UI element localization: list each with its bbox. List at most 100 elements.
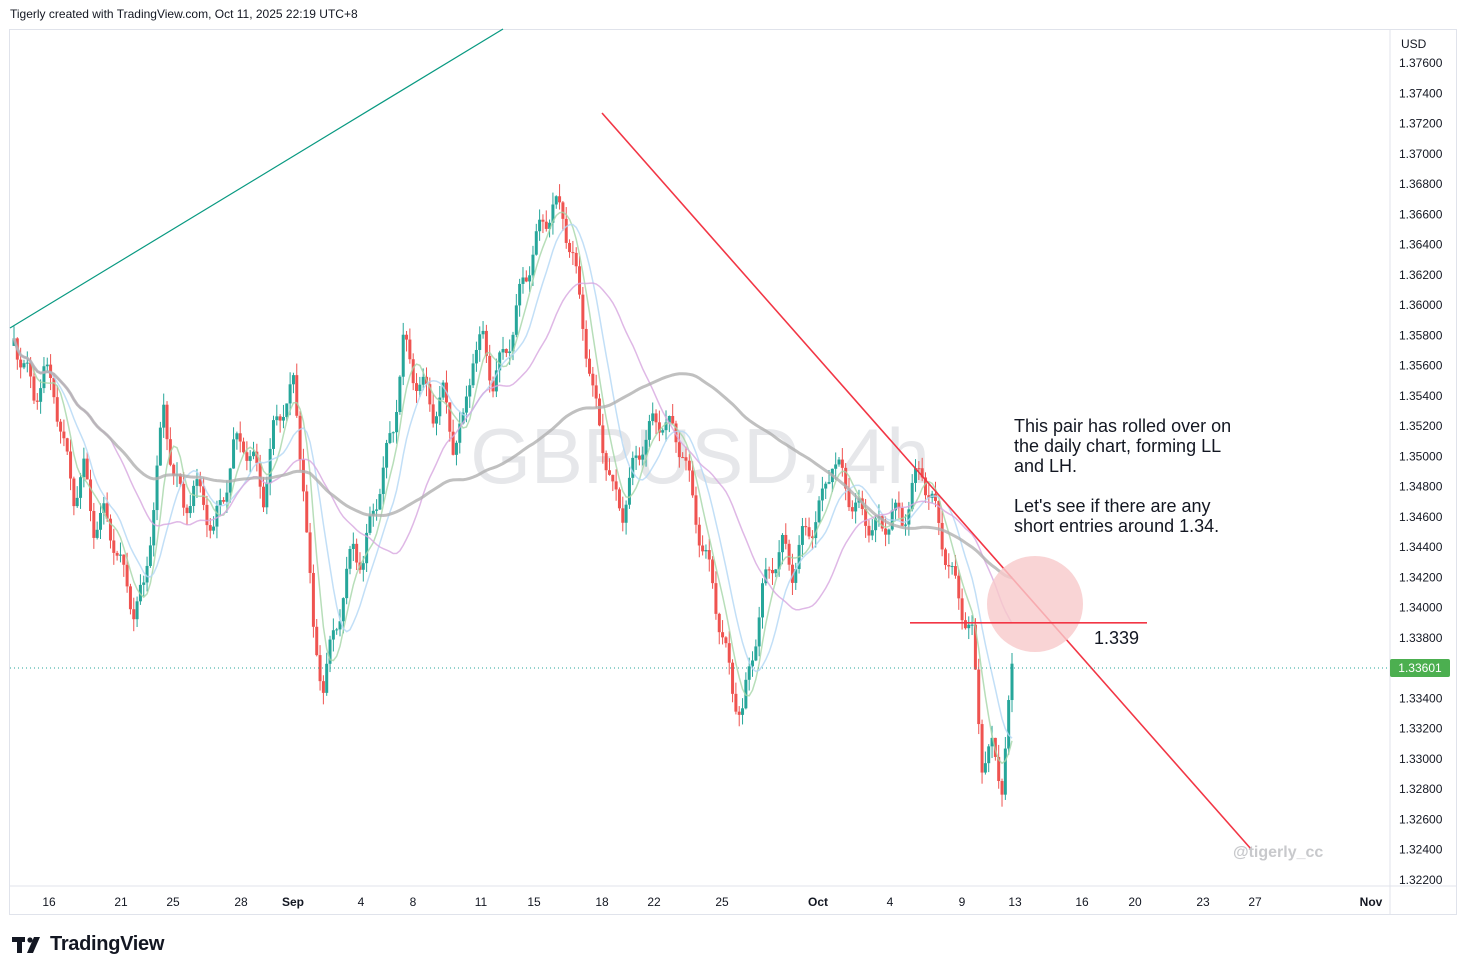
candle-body xyxy=(531,254,535,276)
time-tick-label: 9 xyxy=(959,895,966,909)
candle-body xyxy=(152,510,156,546)
candle-body xyxy=(761,583,764,618)
candle-body xyxy=(89,479,93,512)
time-tick-label: 8 xyxy=(410,895,417,909)
candle-body xyxy=(62,431,66,439)
candle-body xyxy=(910,482,914,510)
candle-body xyxy=(990,737,994,747)
candle-body xyxy=(764,569,768,584)
candle-body xyxy=(574,252,578,267)
candle-body xyxy=(694,495,698,525)
candle-body xyxy=(441,382,445,398)
time-tick-label: 18 xyxy=(595,895,609,909)
candle-body xyxy=(258,463,262,487)
candle-body xyxy=(461,412,465,424)
price-tick-label: 1.32400 xyxy=(1399,843,1443,857)
candle-body xyxy=(604,453,608,471)
ascending-trendline xyxy=(9,28,504,329)
candle-body xyxy=(381,467,385,495)
candle-body xyxy=(508,351,512,354)
candle-body xyxy=(940,522,944,550)
time-tick-label: 11 xyxy=(475,895,488,909)
time-tick-label: 25 xyxy=(166,895,180,909)
candle-body xyxy=(415,383,419,391)
price-tick-label: 1.34400 xyxy=(1399,540,1443,554)
candle-body xyxy=(268,448,272,484)
candle-body xyxy=(225,492,229,502)
candle-body xyxy=(172,464,176,476)
candle-body xyxy=(35,400,39,402)
candle-body xyxy=(321,681,325,693)
candle-body xyxy=(674,423,678,443)
candle-body xyxy=(721,632,725,638)
candle-body xyxy=(288,384,292,404)
candle-body xyxy=(222,500,226,502)
candle-body xyxy=(554,196,558,205)
candle-body xyxy=(398,376,402,412)
candle-body xyxy=(158,427,162,466)
candle-body xyxy=(79,477,83,498)
candle-body xyxy=(1003,748,1007,795)
descending-trendline xyxy=(601,112,1252,850)
price-tick-label: 1.37200 xyxy=(1399,117,1443,131)
current-price-label: 1.33601 xyxy=(1398,661,1442,675)
candle-body xyxy=(318,655,322,682)
candle-body xyxy=(162,404,166,428)
candle-body xyxy=(122,554,126,565)
candle-body xyxy=(504,349,508,354)
candle-body xyxy=(385,442,389,468)
candle-body xyxy=(731,662,735,694)
candle-body xyxy=(774,569,778,574)
candle-body xyxy=(677,442,681,458)
candle-body xyxy=(558,196,562,203)
candle-body xyxy=(242,441,246,453)
candle-body xyxy=(135,601,139,620)
candle-body xyxy=(578,266,582,295)
candle-body xyxy=(478,334,482,350)
candle-body xyxy=(338,621,342,630)
candle-body xyxy=(884,528,888,535)
candle-body xyxy=(1007,700,1011,749)
candle-body xyxy=(498,352,502,371)
candle-body xyxy=(248,456,252,461)
candle-body xyxy=(85,458,89,480)
tradingview-logo[interactable]: TradingView xyxy=(12,933,164,956)
time-tick-label: 21 xyxy=(114,895,128,909)
candle-body xyxy=(55,397,59,422)
candle-body xyxy=(128,586,132,610)
candle-body xyxy=(285,403,289,417)
chart-attribution: Tigerly created with TradingView.com, Oc… xyxy=(10,7,358,21)
candle-body xyxy=(528,275,532,282)
candle-body xyxy=(953,566,957,576)
candle-body xyxy=(155,465,159,511)
candle-body xyxy=(594,385,598,399)
candle-body xyxy=(987,746,991,764)
price-tick-label: 1.32600 xyxy=(1399,812,1443,826)
candle-body xyxy=(501,349,505,353)
candle-body xyxy=(291,375,295,385)
candle-body xyxy=(361,563,365,570)
candle-body xyxy=(807,527,811,537)
candle-body xyxy=(255,451,259,464)
chart-frame xyxy=(9,29,1457,915)
candle-body xyxy=(624,504,628,523)
candle-body xyxy=(963,620,967,629)
price-tick-label: 1.35200 xyxy=(1399,419,1443,433)
candle-body xyxy=(924,477,928,496)
candle-body xyxy=(45,364,49,367)
candle-body xyxy=(907,509,911,525)
candle-body xyxy=(72,478,76,507)
candle-body xyxy=(681,457,685,459)
candle-body xyxy=(52,377,56,398)
candle-body xyxy=(634,455,638,458)
analysis-note-line: and LH. xyxy=(1014,456,1077,476)
candle-body xyxy=(165,404,169,440)
candle-body xyxy=(747,666,751,680)
candle-body xyxy=(767,569,771,571)
candle-body xyxy=(561,202,565,219)
candle-body xyxy=(208,525,212,531)
candle-body xyxy=(588,358,592,374)
candle-body xyxy=(657,422,661,433)
candle-body xyxy=(880,516,884,529)
